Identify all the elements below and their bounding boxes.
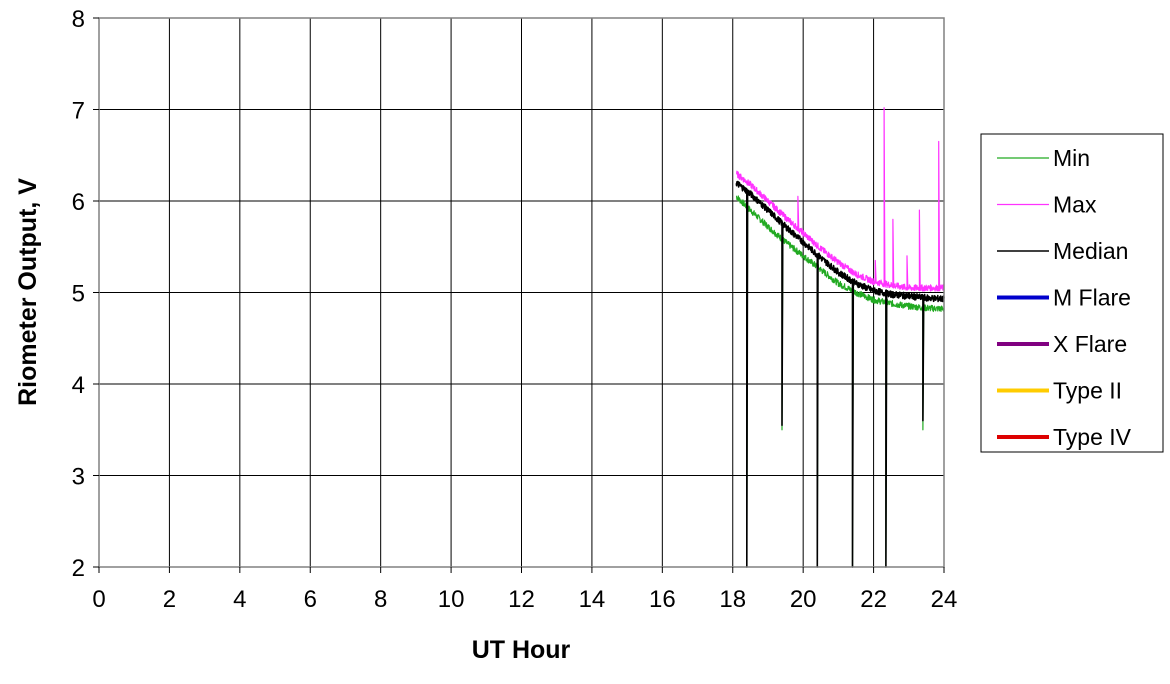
legend-label: Max [1053,192,1097,218]
x-tick-label: 10 [438,586,465,613]
series-line-min [735,195,945,568]
y-axis-title: Riometer Output, V [14,178,42,406]
legend: Min Max Median M Flare X Flare Type II Type IV [980,133,1164,453]
y-tick-label: 4 [72,372,85,399]
legend-label: Type IV [1053,424,1132,450]
x-tick-label: 2 [163,586,176,613]
x-tick-label: 12 [508,586,535,613]
y-tick-label: 7 [72,98,85,125]
x-tick-label: 8 [374,586,387,613]
series-line-median [735,180,945,568]
x-tick-label: 24 [931,586,958,613]
x-tick-label: 0 [92,586,105,613]
x-tick-label: 6 [304,586,317,613]
series-line-max [736,107,945,292]
x-tick-label: 20 [790,586,817,613]
legend-label: Min [1053,145,1090,171]
x-tick-label: 4 [233,586,246,613]
y-tick-label: 3 [72,464,85,491]
y-tick-label: 2 [72,555,85,582]
legend-label: X Flare [1053,331,1127,357]
legend-label: M Flare [1053,285,1131,311]
y-tick-label: 6 [72,189,85,216]
legend-label: Type II [1053,378,1122,404]
x-tick-label: 16 [649,586,676,613]
legend-box [980,133,1164,453]
y-tick-label: 8 [72,6,85,33]
series-layer [735,107,945,568]
x-tick-label: 18 [719,586,746,613]
x-tick-label: 22 [860,586,887,613]
y-tick-label: 5 [72,281,85,308]
x-axis-title: UT Hour [472,636,571,664]
legend-label: Median [1053,238,1128,264]
x-tick-label: 14 [579,586,606,613]
